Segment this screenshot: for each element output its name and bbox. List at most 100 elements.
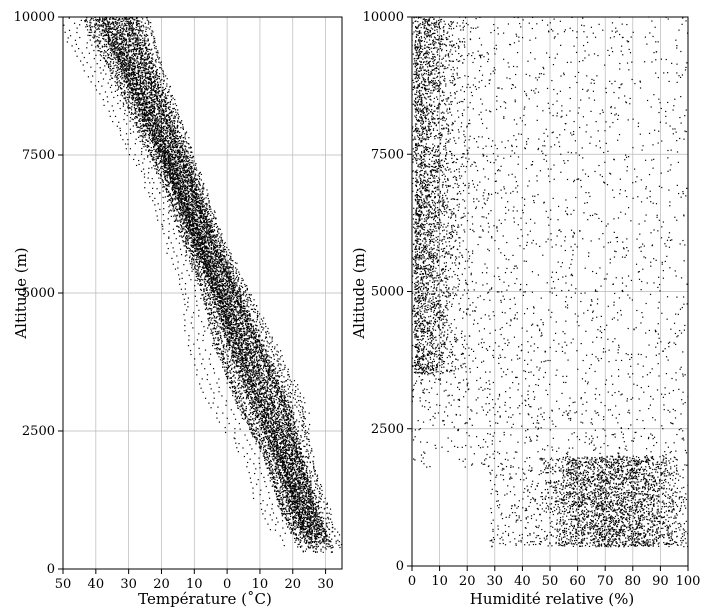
temperature-point bbox=[239, 297, 241, 299]
temperature-point bbox=[215, 276, 217, 279]
temperature-point bbox=[123, 93, 125, 95]
temperature-point bbox=[284, 482, 286, 484]
temperature-point bbox=[271, 382, 273, 384]
temperature-point bbox=[251, 342, 253, 344]
temperature-point bbox=[239, 352, 241, 354]
temperature-point bbox=[229, 284, 231, 287]
temperature-point bbox=[151, 66, 153, 69]
temperature-point bbox=[250, 384, 253, 386]
temperature-point bbox=[272, 450, 274, 452]
temperature-point bbox=[216, 299, 218, 301]
temperature-point bbox=[260, 357, 262, 359]
temperature-point bbox=[226, 326, 229, 328]
temperature-point bbox=[199, 196, 201, 198]
temperature-point bbox=[286, 441, 288, 443]
temperature-point bbox=[282, 458, 284, 460]
temperature-point bbox=[314, 509, 317, 511]
temperature-point bbox=[160, 174, 162, 176]
temperature-point bbox=[318, 512, 320, 514]
temperature-point bbox=[294, 398, 296, 400]
temperature-point bbox=[261, 393, 263, 395]
temperature-point bbox=[305, 432, 307, 434]
temperature-point bbox=[137, 96, 139, 98]
temperature-point bbox=[241, 392, 243, 394]
temperature-point bbox=[301, 483, 303, 485]
temperature-point bbox=[279, 421, 281, 423]
temperature-point bbox=[181, 151, 184, 154]
temperature-point bbox=[194, 264, 197, 266]
temperature-point bbox=[274, 382, 276, 384]
temperature-point bbox=[181, 188, 184, 190]
temperature-point bbox=[316, 527, 319, 530]
temperature-point bbox=[277, 482, 279, 485]
temperature-point bbox=[252, 333, 255, 335]
temperature-point bbox=[284, 396, 286, 398]
temperature-point bbox=[218, 330, 220, 332]
temperature-point bbox=[269, 356, 271, 358]
temperature-point bbox=[278, 427, 280, 430]
temperature-point bbox=[276, 383, 278, 385]
temperature-point bbox=[247, 319, 249, 321]
temperature-point bbox=[283, 469, 285, 471]
temperature-point bbox=[290, 401, 292, 403]
temperature-point bbox=[292, 428, 294, 430]
temperature-point bbox=[216, 324, 219, 326]
temperature-point bbox=[147, 34, 149, 36]
temperature-point bbox=[132, 85, 135, 87]
temperature-point bbox=[287, 384, 289, 386]
temperature-point bbox=[269, 441, 271, 443]
temperature-point bbox=[309, 495, 311, 498]
temperature-point bbox=[287, 434, 289, 437]
temperature-point bbox=[166, 154, 168, 156]
temperature-point bbox=[136, 67, 139, 69]
temperature-point bbox=[301, 545, 303, 547]
temperature-point bbox=[268, 377, 270, 379]
temperature-point bbox=[172, 129, 175, 131]
temperature-point bbox=[157, 77, 159, 79]
temperature-point bbox=[280, 396, 282, 398]
temperature-point bbox=[225, 275, 227, 278]
temperature-point bbox=[286, 413, 288, 415]
temperature-point bbox=[301, 510, 304, 512]
temperature-point bbox=[296, 458, 298, 460]
temperature-point bbox=[223, 319, 225, 321]
temperature-point bbox=[282, 451, 284, 453]
temperature-point bbox=[136, 99, 139, 101]
temperature-point bbox=[219, 292, 221, 294]
temperature-point bbox=[164, 174, 166, 176]
temperature-point bbox=[143, 112, 145, 114]
temperature-point bbox=[127, 72, 129, 74]
temperature-point bbox=[209, 316, 211, 319]
temperature-point bbox=[192, 214, 194, 217]
temperature-point bbox=[157, 142, 159, 144]
temperature-point bbox=[200, 197, 203, 199]
temperature-point bbox=[318, 507, 320, 509]
temperature-point bbox=[246, 326, 248, 328]
temperature-point bbox=[142, 24, 144, 27]
temperature-point bbox=[317, 477, 319, 480]
temperature-point bbox=[315, 496, 317, 499]
temperature-point bbox=[185, 175, 187, 177]
temperature-point bbox=[191, 231, 193, 233]
temperature-point bbox=[312, 489, 314, 492]
temperature-point bbox=[284, 412, 286, 414]
temperature-point bbox=[316, 538, 318, 540]
temperature-point bbox=[149, 26, 152, 28]
temperature-point bbox=[221, 257, 223, 260]
temperature-point bbox=[232, 265, 234, 267]
temperature-point bbox=[309, 501, 311, 503]
temperature-point bbox=[143, 130, 145, 133]
temperature-point bbox=[218, 277, 220, 279]
temperature-point bbox=[159, 120, 161, 122]
temperature-point bbox=[142, 40, 144, 42]
temperature-point bbox=[183, 159, 185, 162]
temperature-point bbox=[251, 406, 254, 408]
temperature-point bbox=[310, 480, 312, 482]
temperature-point bbox=[200, 211, 202, 213]
temperature-point bbox=[238, 401, 240, 403]
temperature-point bbox=[208, 278, 210, 280]
temperature-point bbox=[169, 204, 171, 206]
temperature-point bbox=[155, 164, 157, 166]
temperature-point bbox=[281, 478, 283, 480]
temperature-point bbox=[294, 404, 296, 406]
